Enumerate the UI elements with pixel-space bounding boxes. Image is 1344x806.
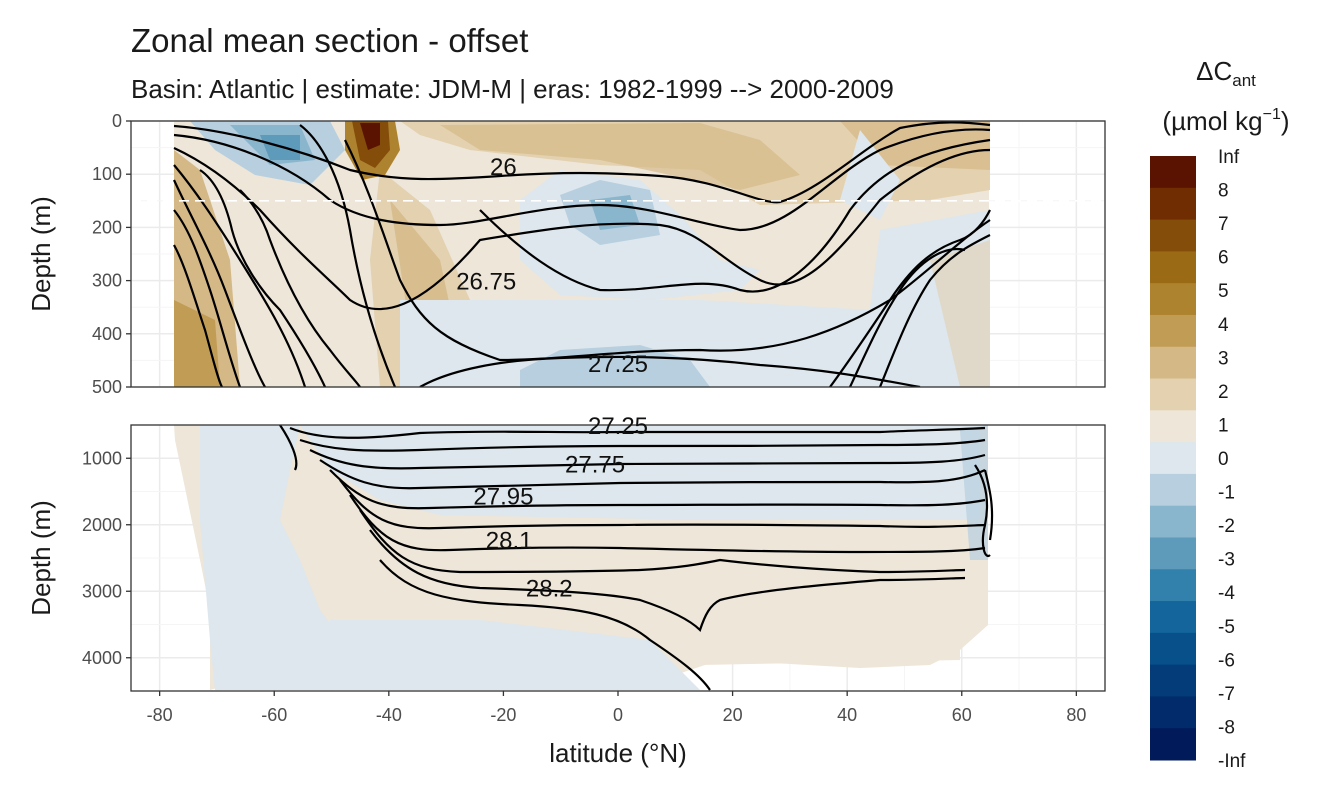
- x-tick-label: -20: [490, 705, 516, 725]
- upper-panel-frame: [130, 120, 1106, 388]
- y-tick-label: 100: [92, 164, 122, 184]
- legend-swatch: [1150, 442, 1196, 475]
- y-tick-label: 300: [92, 271, 122, 291]
- legend-swatch: [1150, 346, 1196, 380]
- contour-label: 27.25: [588, 413, 648, 440]
- y-tick-label: 0: [112, 111, 122, 131]
- x-tick-label: 80: [1066, 705, 1086, 725]
- contour-label: 26.75: [456, 269, 516, 296]
- contour-label: 27.75: [565, 452, 625, 479]
- x-tick-label: 60: [952, 705, 972, 725]
- legend-swatch: [1150, 410, 1196, 443]
- legend-units-end: ): [1281, 106, 1290, 136]
- legend-break-label: 2: [1218, 382, 1229, 403]
- legend-swatch: [1150, 283, 1196, 316]
- legend-break-label: -7: [1218, 684, 1235, 705]
- legend-swatch: [1150, 664, 1196, 697]
- legend-title-sub: ant: [1232, 71, 1256, 90]
- legend-swatch: [1150, 473, 1196, 507]
- legend-swatch: [1150, 251, 1196, 284]
- lower-panel-contours: [279, 425, 994, 691]
- y-tick-label: 500: [92, 377, 122, 397]
- upper-y-axis-title: Depth (m): [26, 196, 56, 312]
- legend-swatch: [1150, 378, 1196, 411]
- colorbar-legend: ΔCant (µmol kg−1) Inf 8 7 6 5 4 3 2 1 0 -1 -2 -3 -4 -5…: [1150, 56, 1290, 772]
- legend-break-label: 0: [1218, 449, 1229, 470]
- legend-title-main: ΔC: [1196, 56, 1232, 86]
- legend-break-label: -2: [1218, 516, 1235, 537]
- x-axis: -80 -60 -40 -20 0 20 40 60 80: [147, 691, 1086, 725]
- lower-y-axis-title: Depth (m): [26, 500, 56, 616]
- legend-break-label: 4: [1218, 315, 1229, 336]
- legend-title: ΔCant: [1196, 56, 1256, 90]
- contour-label: 28.1: [486, 527, 533, 554]
- upper-contour-labels: 26 26.75 27.25: [456, 154, 648, 378]
- legend-break-label: 8: [1218, 181, 1229, 202]
- legend-swatch: [1150, 632, 1196, 666]
- legend-swatch: [1150, 156, 1196, 189]
- x-tick-label: 20: [723, 705, 743, 725]
- legend-break-label: -1: [1218, 483, 1235, 504]
- legend-break-label: -6: [1218, 650, 1235, 671]
- legend-break-label: -Inf: [1218, 751, 1246, 772]
- legend-units-sup: −1: [1263, 106, 1281, 123]
- y-tick-label: 2000: [82, 515, 122, 535]
- legend-break-label: -3: [1218, 550, 1235, 571]
- contour-label: 28.2: [526, 575, 573, 602]
- x-tick-label: -80: [147, 705, 173, 725]
- legend-swatch: [1150, 537, 1196, 570]
- legend-units: (µmol kg−1): [1162, 106, 1289, 136]
- legend-swatches: [1150, 156, 1196, 761]
- contour-label: 27.25: [588, 351, 648, 378]
- legend-swatch: [1150, 569, 1196, 602]
- x-tick-label: 40: [837, 705, 857, 725]
- legend-break-label: 1: [1218, 415, 1229, 436]
- contour-label: 26: [490, 154, 517, 181]
- y-tick-label: 400: [92, 324, 122, 344]
- y-tick-label: 3000: [82, 581, 122, 601]
- chart-title: Zonal mean section - offset: [131, 22, 529, 59]
- y-tick-label: 200: [92, 217, 122, 237]
- legend-break-label: Inf: [1218, 147, 1240, 168]
- legend-labels: Inf 8 7 6 5 4 3 2 1 0 -1 -2 -3 -4 -5 -6 -7 -8 -Inf: [1218, 147, 1246, 772]
- contour-label: 27.95: [473, 483, 533, 510]
- legend-break-label: -4: [1218, 583, 1235, 604]
- legend-swatch: [1150, 314, 1196, 348]
- x-tick-label: 0: [613, 705, 623, 725]
- legend-break-label: -5: [1218, 617, 1235, 638]
- legend-swatch: [1150, 505, 1196, 538]
- legend-swatch: [1150, 187, 1196, 221]
- upper-panel-contours: [172, 121, 991, 387]
- upper-panel-field: [174, 121, 990, 387]
- y-tick-label: 1000: [82, 448, 122, 468]
- legend-break-label: 7: [1218, 214, 1229, 235]
- x-tick-label: -40: [376, 705, 402, 725]
- legend-swatch: [1150, 601, 1196, 634]
- x-axis-title: latitude (°N): [549, 738, 687, 768]
- lower-contour-labels: 27.25 27.75 27.95 28.1 28.2: [473, 413, 648, 602]
- chart-subtitle: Basin: Atlantic | estimate: JDM-M | eras…: [131, 74, 894, 104]
- legend-break-label: 5: [1218, 281, 1229, 302]
- legend-swatch: [1150, 219, 1196, 252]
- legend-units-main: (µmol kg: [1162, 106, 1262, 136]
- upper-y-axis: 0 100 200 300 400 500: [92, 111, 131, 397]
- y-tick-label: 4000: [82, 648, 122, 668]
- legend-break-label: 6: [1218, 248, 1229, 269]
- legend-swatch: [1150, 696, 1196, 729]
- lower-y-axis: 1000 2000 3000 4000: [82, 448, 131, 668]
- legend-break-label: 3: [1218, 348, 1229, 369]
- x-tick-label: -60: [261, 705, 287, 725]
- legend-break-label: -8: [1218, 717, 1235, 738]
- legend-swatch: [1150, 728, 1196, 761]
